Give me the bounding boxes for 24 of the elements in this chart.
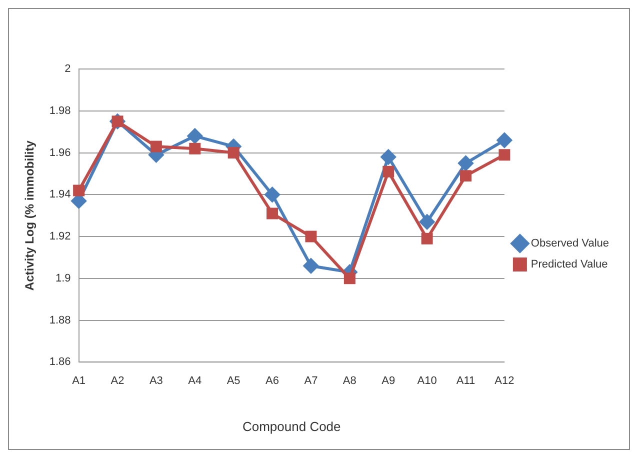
y-tick-label: 1.9 — [56, 272, 71, 284]
legend-label: Predicted Value — [530, 258, 608, 271]
y-tick-label: 1.92 — [49, 230, 71, 243]
y-tick-label: 1.86 — [49, 356, 71, 368]
x-tick-label: A9 — [382, 374, 396, 387]
y-tick-label: 1.94 — [49, 188, 71, 201]
x-tick-label: A11 — [456, 374, 476, 387]
y-tick-label: 2 — [64, 63, 71, 76]
x-tick-label: A3 — [149, 374, 163, 387]
x-tick-label: A2 — [110, 374, 124, 387]
x-tick-label: A6 — [266, 374, 280, 387]
y-axis-title: Activity Log (% immobility — [22, 140, 37, 291]
y-tick-label: 1.96 — [49, 146, 71, 159]
legend-label: Observed Value — [530, 238, 610, 250]
y-tick-label: 1.98 — [49, 104, 71, 117]
x-tick-label: A4 — [188, 374, 202, 387]
x-axis-title: Compound Code — [242, 418, 341, 434]
y-tick-label: 1.88 — [49, 314, 71, 326]
x-tick-label: A1 — [72, 374, 86, 387]
x-tick-label: A10 — [417, 374, 437, 387]
x-tick-label: A8 — [342, 374, 356, 387]
x-tick-label: A7 — [304, 374, 318, 387]
x-tick-label: A5 — [226, 374, 240, 387]
x-tick-label: A12 — [494, 374, 514, 387]
